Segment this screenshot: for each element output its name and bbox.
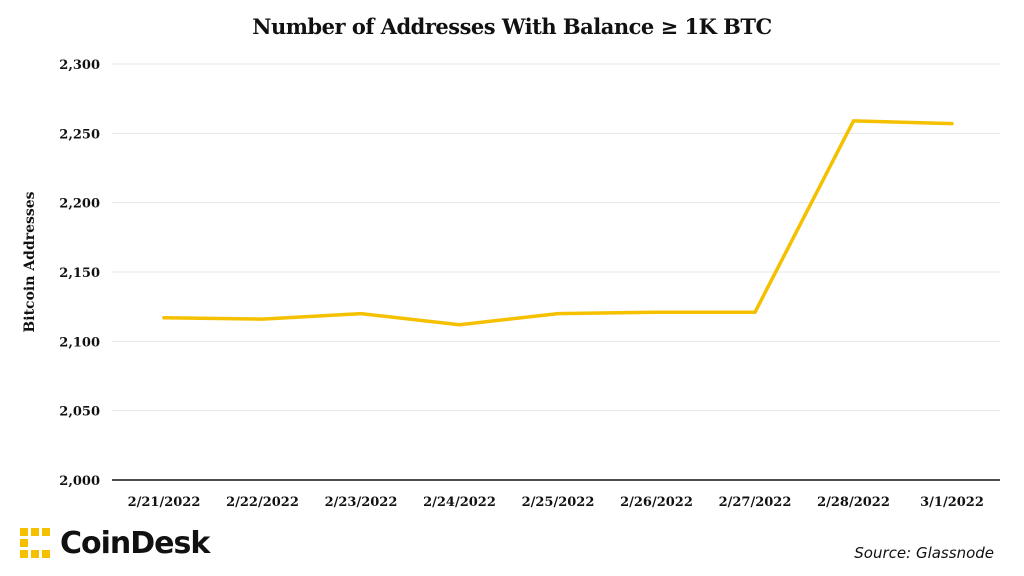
data-point (359, 312, 363, 316)
y-tick-label: 2,150 (59, 266, 100, 281)
data-point (851, 119, 856, 123)
x-tick-label: 2/26/2022 (620, 495, 693, 510)
y-tick-label: 2,100 (59, 335, 100, 350)
coindesk-logo-icon (20, 528, 50, 558)
x-tick-label: 2/24/2022 (423, 495, 496, 510)
x-tick-label: 2/25/2022 (522, 495, 595, 510)
y-tick-label: 2,000 (59, 474, 100, 489)
y-tick-label: 2,050 (59, 405, 100, 420)
x-tick-label: 3/1/2022 (920, 495, 984, 510)
data-point (162, 316, 166, 320)
series-lines (162, 119, 954, 327)
data-point (654, 310, 659, 314)
x-tick-label: 2/22/2022 (226, 495, 299, 510)
y-tick-label: 2,200 (59, 197, 100, 212)
x-tick-label: 2/28/2022 (817, 495, 890, 510)
y-tick-labels: 2,000 2,050 2,100 2,150 2,200 2,250 2,300 (59, 58, 100, 489)
data-point (556, 312, 560, 316)
data-point (260, 317, 265, 321)
data-point (950, 122, 954, 126)
data-point (753, 310, 757, 314)
x-tick-label: 2/27/2022 (719, 495, 792, 510)
series-line (162, 119, 954, 327)
coindesk-wordmark: CoinDesk (60, 525, 210, 561)
y-axis-label: Bitcoin Addresses (22, 191, 38, 332)
source-note: Source: Glassnode (854, 544, 994, 562)
x-tick-label: 2/23/2022 (325, 495, 398, 510)
gridlines (112, 63, 1000, 412)
y-tick-label: 2,300 (59, 58, 100, 73)
x-tick-label: 2/21/2022 (128, 495, 201, 510)
chart-title: Number of Addresses With Balance ≥ 1K BT… (252, 14, 772, 39)
data-point (457, 323, 462, 327)
coindesk-logo: CoinDesk (18, 523, 210, 563)
y-tick-label: 2,250 (59, 127, 100, 142)
x-tick-labels: 2/21/2022 2/22/2022 2/23/2022 2/24/2022 2/25… (128, 495, 984, 510)
